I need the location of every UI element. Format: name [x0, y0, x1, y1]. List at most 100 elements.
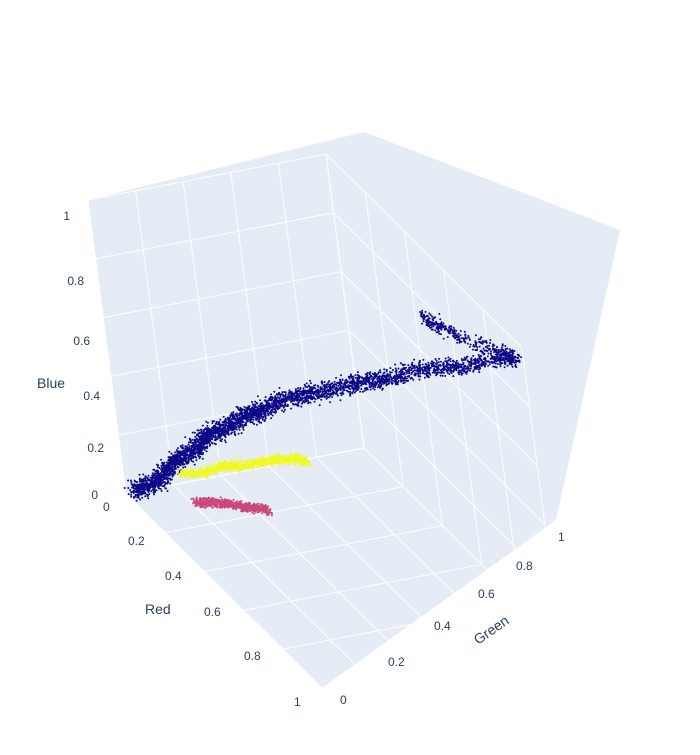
left-pane-grid-blue-2 — [110, 329, 349, 377]
data-point — [177, 447, 179, 450]
data-point — [185, 460, 188, 463]
data-point — [166, 470, 169, 473]
data-point — [320, 380, 323, 383]
data-point — [478, 371, 481, 374]
data-point — [139, 488, 142, 491]
data-point — [422, 358, 425, 361]
data-point — [429, 314, 432, 316]
data-point — [407, 379, 410, 382]
data-point — [328, 396, 331, 399]
data-point — [484, 358, 486, 360]
data-point — [499, 355, 502, 358]
data-point — [377, 372, 380, 375]
data-point — [227, 468, 230, 471]
data-point — [167, 456, 170, 459]
data-point — [408, 371, 411, 374]
data-point — [260, 410, 263, 413]
data-point — [421, 309, 424, 312]
data-point — [245, 421, 248, 424]
data-point — [208, 429, 211, 432]
data-point — [217, 436, 220, 439]
data-point — [200, 432, 203, 435]
data-point — [174, 455, 176, 458]
data-point — [249, 465, 252, 468]
data-point — [247, 405, 250, 408]
data-point — [325, 395, 328, 398]
data-point — [268, 454, 271, 457]
data-point — [201, 457, 204, 460]
data-point — [477, 368, 480, 371]
data-point — [456, 338, 459, 341]
data-point — [513, 350, 516, 352]
data-point — [176, 460, 179, 462]
data-point — [287, 393, 290, 396]
floor-grid-green-4 — [316, 456, 513, 652]
data-point — [224, 425, 227, 428]
data-point — [401, 368, 404, 371]
data-point — [156, 482, 159, 484]
data-point — [363, 389, 366, 392]
data-point — [256, 410, 259, 413]
data-point — [339, 399, 342, 402]
data-point — [493, 348, 496, 351]
data-point — [225, 467, 228, 469]
data-point — [314, 384, 317, 387]
data-point — [435, 331, 438, 334]
data-point — [448, 373, 451, 375]
data-point — [276, 400, 279, 403]
data-point — [214, 431, 217, 434]
data-point — [138, 491, 141, 494]
data-point — [235, 405, 238, 408]
data-point — [255, 463, 258, 466]
data-point — [281, 391, 284, 394]
data-point — [423, 376, 426, 379]
data-point — [381, 388, 384, 391]
data-point — [327, 390, 330, 393]
data-point — [174, 457, 177, 460]
data-point — [183, 463, 186, 466]
data-point — [437, 327, 440, 330]
data-point — [179, 463, 182, 466]
data-point — [155, 489, 158, 492]
data-point — [274, 399, 277, 402]
data-point — [498, 359, 501, 362]
data-point — [344, 379, 347, 382]
data-point — [423, 372, 426, 375]
data-point — [313, 400, 316, 403]
data-point — [224, 436, 227, 439]
data-point — [273, 390, 276, 393]
data-point — [157, 464, 160, 467]
data-point — [495, 366, 497, 369]
data-point — [235, 458, 238, 461]
right-pane-grid-red-2 — [403, 231, 443, 526]
data-point — [449, 360, 452, 363]
data-point — [264, 396, 267, 398]
data-point — [452, 331, 455, 334]
data-point — [159, 483, 162, 486]
data-point — [179, 456, 182, 459]
back-right-pane — [364, 132, 620, 520]
data-point — [447, 331, 450, 334]
data-point — [227, 416, 230, 419]
data-point — [152, 491, 155, 494]
data-point — [299, 398, 302, 401]
data-point — [484, 346, 487, 348]
data-point — [222, 428, 225, 431]
data-point — [153, 468, 156, 471]
data-point — [223, 461, 225, 464]
data-point — [130, 493, 133, 496]
data-point — [186, 450, 189, 453]
data-point — [243, 424, 246, 427]
data-point — [198, 444, 201, 446]
data-point — [156, 472, 159, 475]
data-point — [239, 411, 242, 414]
data-point — [204, 439, 207, 442]
data-point — [279, 394, 282, 397]
data-point — [240, 465, 243, 468]
data-point — [302, 387, 305, 390]
data-point — [207, 463, 210, 466]
data-point — [501, 348, 504, 351]
data-point — [225, 430, 227, 433]
data-point — [197, 468, 200, 471]
